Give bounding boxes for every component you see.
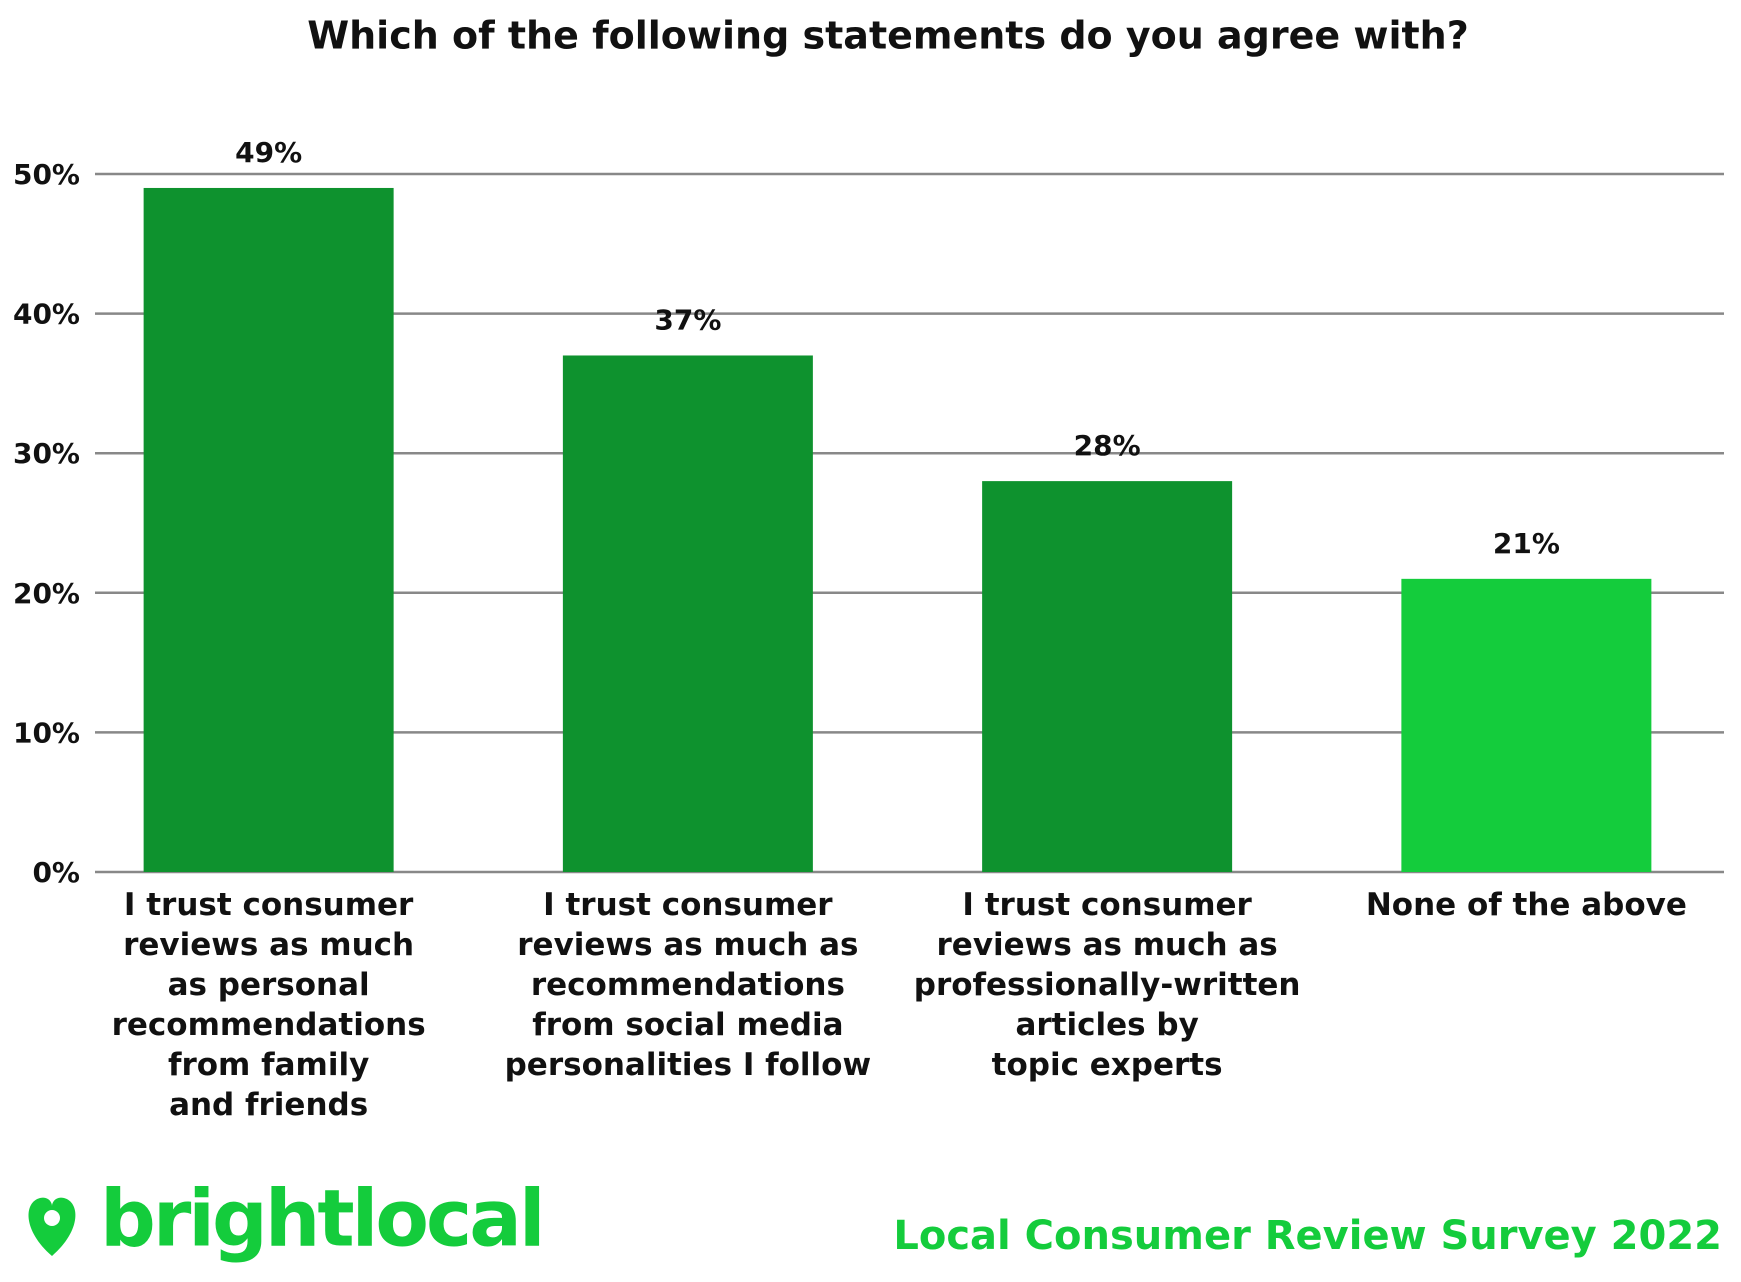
x-tick-label: I trust consumer reviews as much as person…: [112, 887, 426, 1123]
chart-title: Which of the following statements do you…: [307, 14, 1469, 58]
x-tick-label: I trust consumer reviews as much as profes…: [914, 887, 1301, 1083]
x-tick-label-line: professionally-written: [914, 967, 1301, 1003]
value-label: 28%: [1074, 429, 1141, 462]
y-tick-label: 50%: [13, 158, 80, 191]
x-tick-label-line: articles by: [1015, 1007, 1198, 1043]
x-tick-label: None of the above: [1366, 887, 1687, 923]
logo-heart: [28, 1197, 76, 1256]
logo-icon: [28, 1197, 76, 1256]
x-tick-label-line: recommendations: [531, 967, 845, 1003]
x-tick-label-line: from social media: [532, 1007, 843, 1043]
y-tick-label: 40%: [13, 298, 80, 331]
y-tick-label: 10%: [13, 716, 80, 749]
bar: [1401, 578, 1652, 872]
x-tick-label-line: None of the above: [1366, 887, 1687, 923]
bar: [143, 187, 394, 872]
x-tick-label-line: and friends: [169, 1087, 368, 1123]
brand: brightlocal: [100, 1174, 543, 1264]
bar: [982, 481, 1233, 872]
value-label: 21%: [1493, 527, 1560, 560]
x-tick-label-line: reviews as much as: [517, 927, 858, 963]
bar: [562, 355, 813, 873]
x-tick-label-line: reviews as much: [123, 927, 414, 963]
y-tick-label: 0%: [32, 856, 80, 889]
x-tick-label-line: recommendations: [112, 1007, 426, 1043]
y-tick-label: 20%: [13, 577, 80, 610]
footer: Local Consumer Review Survey 2022: [893, 1213, 1722, 1259]
x-tick-label-line: topic experts: [992, 1047, 1223, 1083]
x-tick-label-line: reviews as much as: [937, 927, 1278, 963]
y-tick-label: 30%: [13, 437, 80, 470]
x-tick-label-line: I trust consumer: [124, 887, 414, 923]
x-tick-label-line: I trust consumer: [962, 887, 1252, 923]
value-label: 37%: [654, 303, 721, 336]
x-tick-label-line: I trust consumer: [543, 887, 833, 923]
x-tick-label-line: from family: [168, 1047, 369, 1083]
x-tick-label: I trust consumer reviews as much as recomm…: [505, 887, 872, 1083]
x-tick-label-line: as personal: [168, 967, 370, 1003]
logo-dot: [44, 1210, 60, 1226]
value-label: 49%: [235, 136, 302, 169]
x-tick-label-line: personalities I follow: [505, 1047, 872, 1083]
